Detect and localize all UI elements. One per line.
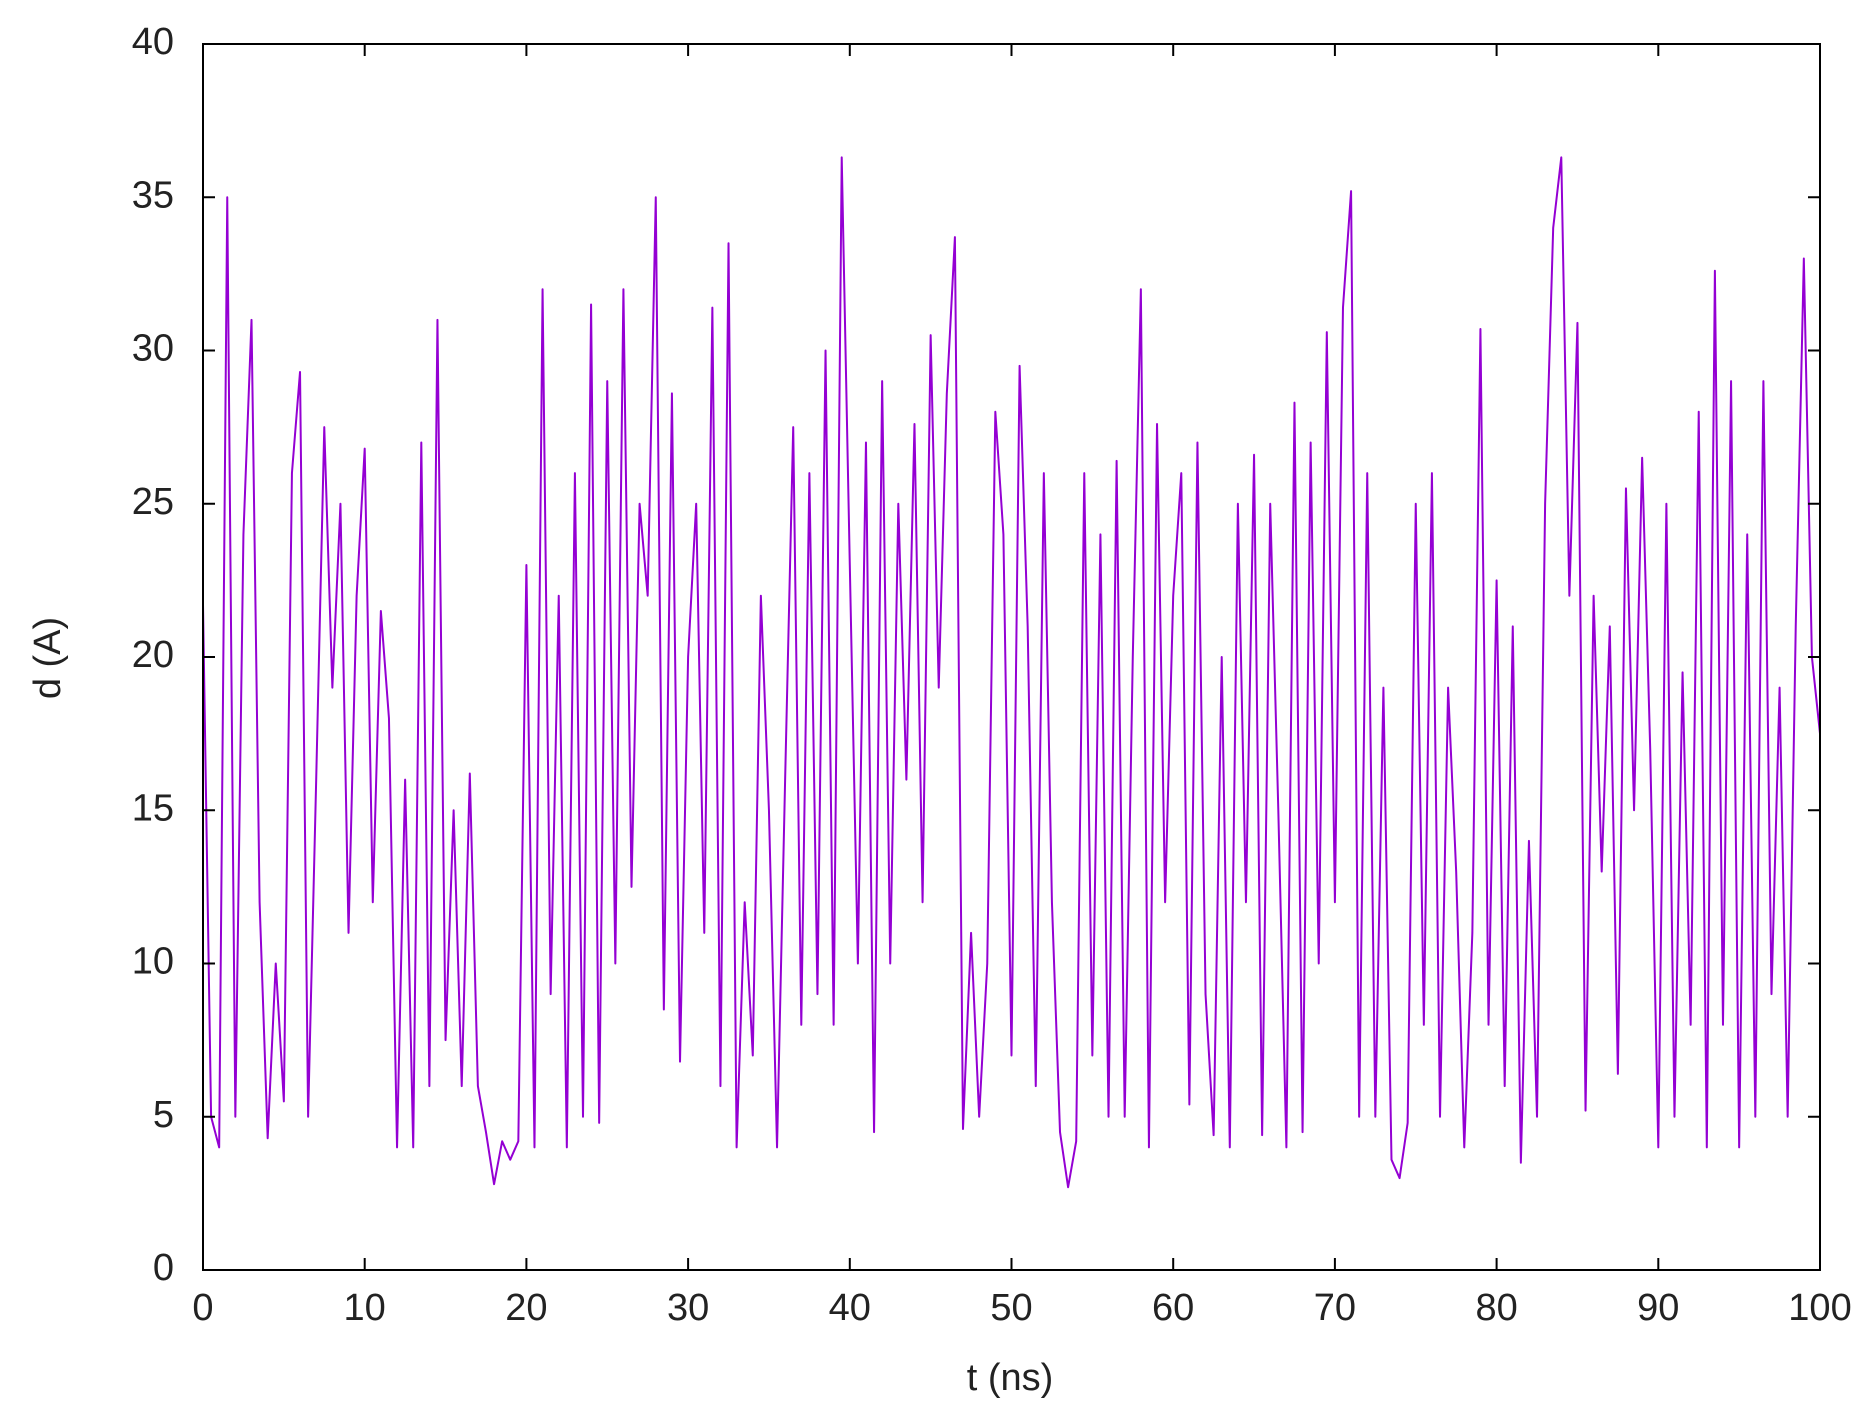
y-tick-label: 5 <box>153 1094 174 1136</box>
y-tick-label: 15 <box>132 787 174 829</box>
x-tick-label: 80 <box>1475 1287 1517 1329</box>
x-tick-label: 60 <box>1152 1287 1194 1329</box>
x-tick-label: 30 <box>667 1287 709 1329</box>
y-tick-label: 20 <box>132 634 174 676</box>
y-tick-label: 35 <box>132 174 174 216</box>
x-tick-label: 10 <box>344 1287 386 1329</box>
x-tick-label: 0 <box>192 1287 213 1329</box>
x-tick-label: 70 <box>1314 1287 1356 1329</box>
plot-frame <box>202 43 1821 1271</box>
x-tick-label: 20 <box>505 1287 547 1329</box>
y-tick-label: 40 <box>132 21 174 63</box>
y-tick-label: 25 <box>132 481 174 523</box>
x-tick-label: 50 <box>990 1287 1032 1329</box>
x-axis-label: t (ns) <box>967 1357 1054 1399</box>
y-axis-label: d (A) <box>27 617 69 699</box>
y-tick-label: 10 <box>132 941 174 983</box>
x-tick-label: 40 <box>829 1287 871 1329</box>
y-tick-label: 30 <box>132 328 174 370</box>
data-line <box>202 156 1821 1189</box>
x-tick-label: 90 <box>1637 1287 1679 1329</box>
x-tick-label: 100 <box>1788 1287 1851 1329</box>
y-tick-label: 0 <box>153 1247 174 1289</box>
